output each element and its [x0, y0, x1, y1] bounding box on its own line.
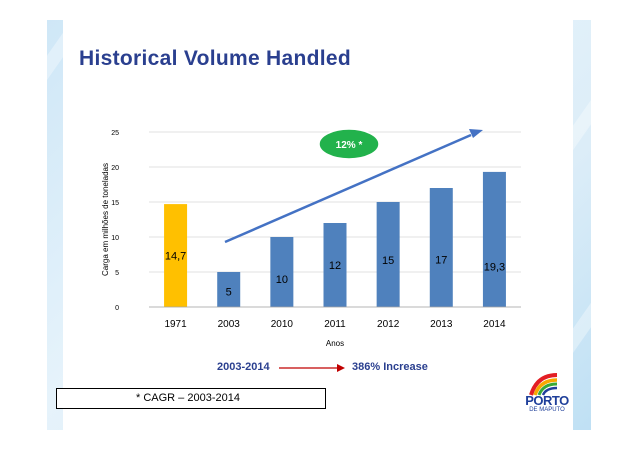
bar-chart: 14,7 5 10 12 15 17 19,3 0 5 10 15 20 25 1971 2003 2010… — [101, 128, 521, 348]
bar — [270, 237, 294, 307]
y-tick-label: 5 — [115, 270, 119, 277]
y-tick-label: 20 — [111, 165, 119, 172]
porto-de-maputo-logo: PORTO DE MAPUTO — [517, 371, 577, 417]
badge-label: 12% * — [336, 140, 363, 151]
cagr-badge: 12% * — [318, 128, 380, 160]
x-tick-label: 1971 — [164, 319, 187, 330]
cagr-period: 2003-2014 — [217, 361, 270, 373]
bar — [482, 171, 506, 307]
x-tick-label: 2014 — [483, 319, 506, 330]
data-label: 5 — [226, 286, 232, 298]
data-label: 14,7 — [165, 251, 186, 263]
y-axis-label: Carga em milhões de toneladas — [101, 163, 110, 276]
cagr-result: 386% Increase — [352, 361, 428, 373]
y-tick-label: 25 — [111, 130, 119, 137]
logo-arc-icon — [529, 373, 558, 396]
logo-text-maputo: DE MAPUTO — [529, 407, 565, 413]
data-label: 17 — [435, 254, 447, 266]
x-tick-label: 2011 — [324, 319, 346, 330]
trend-arrow — [224, 129, 483, 244]
x-tick-label: 2012 — [377, 319, 400, 330]
bar — [164, 204, 188, 307]
bar — [376, 202, 400, 307]
logo-text-porto: PORTO — [525, 393, 569, 408]
chart-area: 14,7 5 10 12 15 17 19,3 0 5 10 15 20 25 1971 2003 2010… — [99, 125, 529, 360]
bar — [217, 272, 241, 307]
badge-ellipse — [318, 128, 380, 160]
trend-line — [224, 133, 472, 244]
slide: Historical Volume Handled 14,7 5 10 12 15 17 1… — [47, 20, 591, 430]
y-tick-label: 10 — [111, 235, 119, 242]
y-tick-label: 0 — [115, 305, 119, 312]
data-label: 12 — [329, 260, 341, 272]
label-layer: 14,7 5 10 12 15 17 19,3 — [165, 251, 505, 299]
data-label: 19,3 — [484, 261, 505, 273]
bar-layer — [164, 171, 506, 307]
data-label: 10 — [276, 274, 288, 286]
data-label: 15 — [382, 255, 394, 267]
y-tick-label: 15 — [111, 200, 119, 207]
bar — [429, 188, 453, 307]
slide-title: Historical Volume Handled — [79, 47, 351, 70]
footnote-text: * CAGR – 2003-2014 — [136, 392, 240, 404]
axis-layer: 0 5 10 15 20 25 1971 2003 2010 2011 2012 2013 2014 — [111, 130, 521, 330]
right-arrow-icon — [279, 364, 345, 372]
x-tick-label: 2003 — [218, 319, 241, 330]
x-tick-label: 2013 — [430, 319, 453, 330]
bar — [323, 223, 347, 307]
x-tick-label: 2010 — [271, 319, 294, 330]
x-axis-label: Anos — [326, 339, 344, 348]
arrow-head-icon — [469, 129, 483, 138]
footnote-box: * CAGR – 2003-2014 — [56, 388, 326, 409]
